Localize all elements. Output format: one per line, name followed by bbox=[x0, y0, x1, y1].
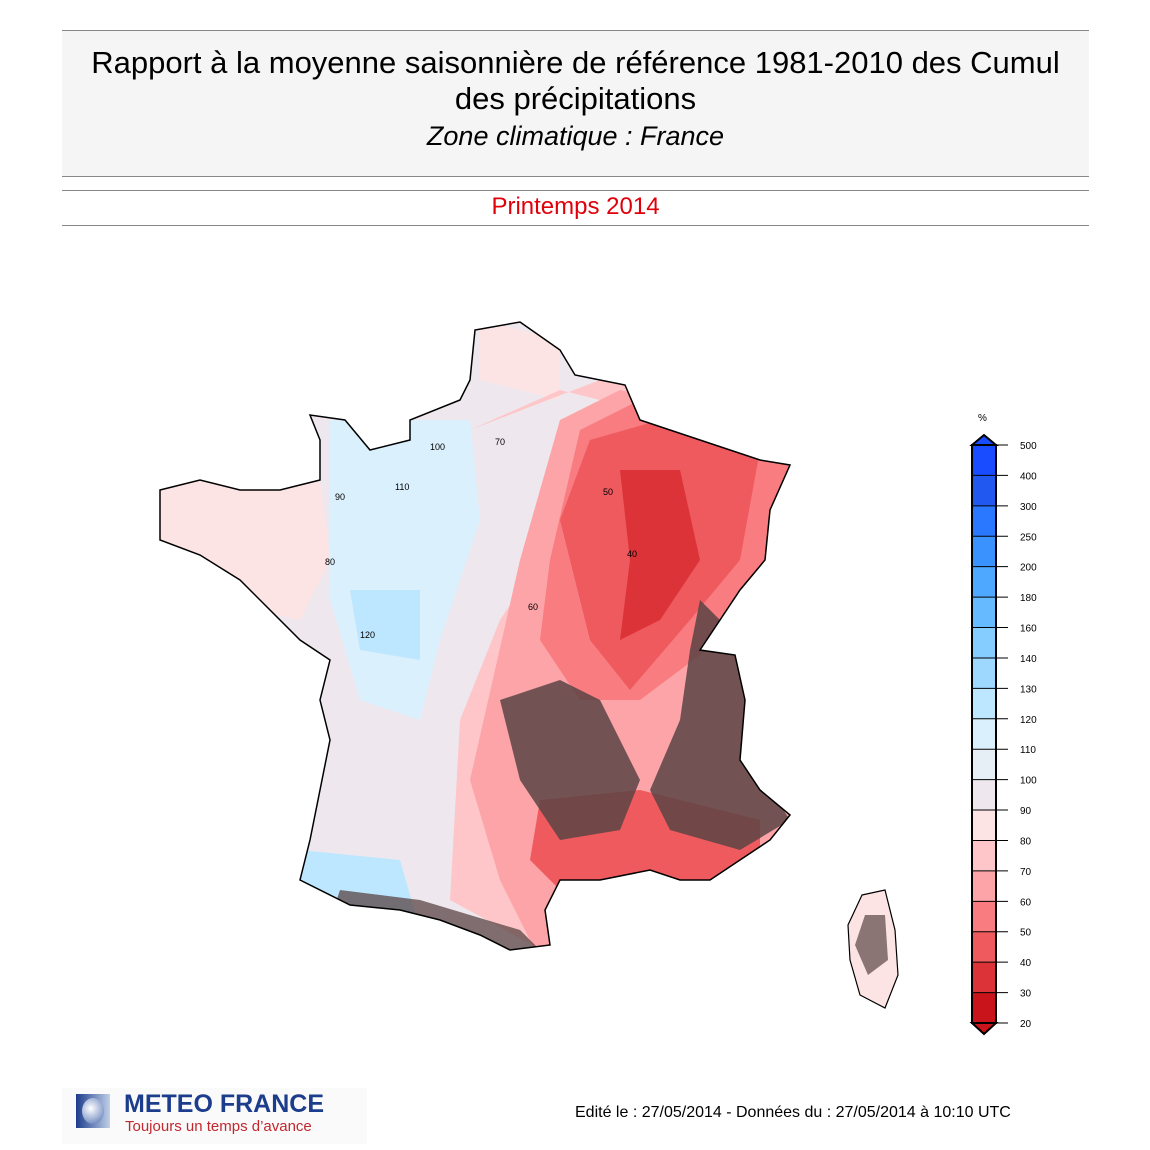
legend-tick-label: 70 bbox=[1020, 867, 1032, 878]
legend-bin bbox=[972, 718, 996, 750]
legend-bin bbox=[972, 962, 996, 993]
logo-name: METEO FRANCE bbox=[124, 1090, 324, 1118]
legend-tick-label: 400 bbox=[1020, 471, 1037, 482]
legend-bin bbox=[972, 597, 996, 628]
legend-tick-label: 60 bbox=[1020, 897, 1032, 908]
contour-label: 110 bbox=[395, 482, 409, 492]
relief-massif-central bbox=[500, 680, 640, 840]
zone-north-80 bbox=[480, 322, 560, 400]
zone-50-60 bbox=[540, 400, 790, 700]
legend-bin bbox=[972, 475, 996, 506]
legend-tick-label: 180 bbox=[1020, 593, 1037, 604]
legend-tick-label: 50 bbox=[1020, 928, 1032, 939]
zone-brittany-80-90 bbox=[160, 480, 330, 620]
zone-70-80 bbox=[450, 380, 790, 950]
legend-tick-label: 250 bbox=[1020, 532, 1037, 543]
relief-corsica bbox=[855, 915, 888, 975]
legend-bin bbox=[972, 627, 996, 658]
corsica bbox=[847, 889, 899, 1009]
contour-label: 60 bbox=[528, 602, 538, 612]
contour-label: 70 bbox=[495, 437, 505, 447]
legend-tick-label: 120 bbox=[1020, 715, 1037, 726]
zone-60-70 bbox=[470, 390, 790, 950]
contour-label: 120 bbox=[360, 630, 375, 640]
zone-30-40 bbox=[620, 470, 700, 640]
legend-tick-label: 30 bbox=[1020, 989, 1032, 1000]
legend-tick-label: 20 bbox=[1020, 1019, 1032, 1030]
logo-tagline: Toujours un temps d’avance bbox=[125, 1118, 312, 1135]
legend-tick-label: 140 bbox=[1020, 654, 1037, 665]
zone-west-120 bbox=[350, 590, 420, 660]
legend-bin bbox=[972, 445, 996, 476]
legend-bin bbox=[972, 688, 996, 719]
zone-subtitle: Zone climatique : France bbox=[426, 121, 725, 151]
zone-pyrenees-blue bbox=[300, 850, 420, 930]
zone-west-110 bbox=[330, 420, 480, 720]
contour-label: 40 bbox=[627, 549, 637, 559]
legend-bin bbox=[972, 840, 996, 871]
legend-bin bbox=[972, 536, 996, 567]
legend-tick-label: 200 bbox=[1020, 563, 1037, 574]
contour-label: 100 bbox=[430, 442, 445, 452]
legend-bin bbox=[972, 992, 996, 1023]
meteo-france-logo: METEO FRANCE Toujours un temps d’avance bbox=[62, 1088, 367, 1144]
legend-bin bbox=[972, 810, 996, 841]
contour-label: 90 bbox=[335, 492, 345, 502]
legend-bin bbox=[972, 779, 996, 811]
legend-tick-label: 80 bbox=[1020, 836, 1032, 847]
legend-bin bbox=[972, 505, 996, 537]
legend-tick-label: 100 bbox=[1020, 776, 1037, 787]
legend-tick-label: 110 bbox=[1020, 745, 1036, 756]
zone-south-40-50 bbox=[530, 790, 760, 890]
relief-pyrenees bbox=[330, 890, 540, 950]
legend-unit: % bbox=[978, 413, 987, 424]
edition-info: Edité le : 27/05/2014 - Données du : 27/… bbox=[575, 1104, 1011, 1121]
legend-bin bbox=[972, 901, 996, 932]
header: Rapport à la moyenne saisonnière de réfé… bbox=[62, 30, 1089, 177]
zone-90-100 bbox=[160, 322, 790, 950]
legend-tick-label: 90 bbox=[1020, 806, 1032, 817]
legend-tick-label: 160 bbox=[1020, 624, 1037, 635]
legend-tick-label: 500 bbox=[1020, 441, 1037, 452]
legend-arrow-top bbox=[969, 433, 999, 446]
legend-tick-label: 130 bbox=[1020, 684, 1037, 695]
france-map bbox=[160, 322, 790, 950]
legend-tick-label: 300 bbox=[1020, 502, 1037, 513]
legend-bin bbox=[972, 749, 996, 780]
legend-bin bbox=[972, 870, 996, 902]
color-legend: % 500 400 300 250 200 180 160 140 130 120 110 100 90… bbox=[969, 413, 1037, 1036]
period-label: Printemps 2014 bbox=[62, 190, 1089, 226]
legend-bin bbox=[972, 931, 996, 963]
logo-globe-icon bbox=[76, 1094, 110, 1128]
relief-alps bbox=[650, 600, 790, 850]
legend-bin bbox=[972, 566, 996, 598]
legend-tick-label: 40 bbox=[1020, 958, 1032, 969]
zone-40-50 bbox=[560, 420, 760, 690]
contour-label: 50 bbox=[603, 487, 613, 497]
page-title: Rapport à la moyenne saisonnière de réfé… bbox=[91, 45, 1060, 116]
contour-label: 80 bbox=[325, 557, 335, 567]
legend-bin bbox=[972, 657, 996, 689]
legend-frame bbox=[971, 444, 997, 1024]
legend-arrow-bottom bbox=[969, 1022, 999, 1036]
